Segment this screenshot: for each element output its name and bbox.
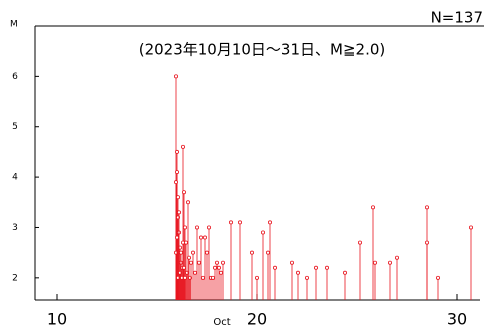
point (176, 210, 181, 215)
point (188, 260, 193, 265)
point (174, 235, 179, 240)
y-tick-label: 6 (12, 72, 18, 82)
point (198, 235, 203, 240)
point (295, 270, 300, 275)
point (182, 275, 187, 280)
point (212, 265, 217, 270)
point (228, 220, 233, 225)
point (372, 260, 377, 265)
y-tick-label: 5 (12, 122, 18, 132)
x-tick-label: 30 (447, 310, 467, 329)
point (220, 260, 225, 265)
point (174, 149, 179, 154)
point (202, 235, 207, 240)
point (181, 190, 186, 195)
point (260, 230, 265, 235)
point (196, 260, 201, 265)
point (178, 250, 183, 255)
point (185, 200, 190, 205)
y-tick-label: 3 (12, 223, 18, 233)
point (394, 255, 399, 260)
point (194, 225, 199, 230)
point (324, 265, 329, 270)
point (387, 260, 392, 265)
point (424, 205, 429, 210)
point (424, 240, 429, 245)
point (190, 250, 195, 255)
count-label: N=137 (431, 9, 483, 27)
point (267, 220, 272, 225)
x-tick-label: 20 (247, 310, 267, 329)
y-axis-label: M (10, 20, 18, 30)
point (180, 144, 185, 149)
point (210, 275, 215, 280)
point (272, 265, 277, 270)
point (218, 270, 223, 275)
point (304, 275, 309, 280)
point (204, 250, 209, 255)
point (180, 240, 185, 245)
point (265, 250, 270, 255)
x-axis-label: Oct (213, 317, 230, 328)
point (249, 250, 254, 255)
point (206, 225, 211, 230)
y-tick-label: 2 (12, 273, 18, 283)
point (237, 220, 242, 225)
annotation: (2023年10月10日～31日、M≧2.0) (139, 41, 386, 59)
point (200, 275, 205, 280)
point (289, 260, 294, 265)
y-tick-label: 4 (12, 173, 18, 183)
point (182, 225, 187, 230)
point (357, 240, 362, 245)
point (216, 265, 221, 270)
point (254, 275, 259, 280)
point (181, 265, 186, 270)
point (313, 265, 318, 270)
point (173, 180, 178, 185)
point (435, 275, 440, 280)
point (214, 260, 219, 265)
point (173, 74, 178, 79)
point (192, 270, 197, 275)
point (468, 225, 473, 230)
point (186, 255, 191, 260)
point (174, 170, 179, 175)
point (342, 270, 347, 275)
x-tick-label: 10 (47, 310, 67, 329)
point (370, 205, 375, 210)
point (175, 195, 180, 200)
